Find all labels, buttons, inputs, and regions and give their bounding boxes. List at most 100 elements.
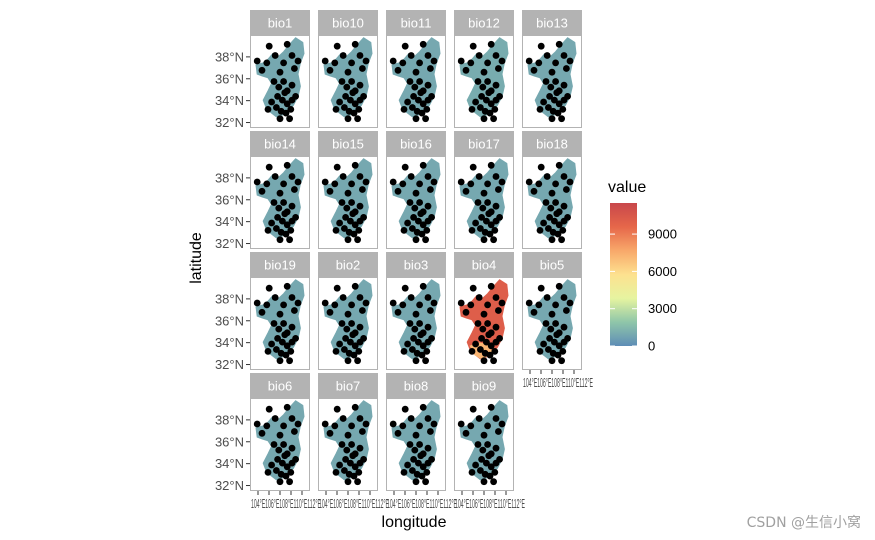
sample-point	[411, 204, 419, 212]
sample-point	[348, 59, 355, 67]
sample-point	[326, 429, 334, 437]
sample-point	[422, 478, 429, 486]
sample-point	[288, 294, 296, 301]
facet-bio17: bio17	[454, 131, 514, 249]
legend-label: 6000	[648, 264, 677, 279]
sample-point	[419, 40, 427, 48]
sample-point	[462, 187, 470, 195]
sample-point	[457, 57, 465, 65]
sample-point	[356, 202, 364, 210]
sample-point	[354, 236, 361, 244]
sample-point	[467, 180, 475, 188]
sample-point	[362, 299, 370, 307]
sample-point	[554, 109, 562, 117]
sample-point	[294, 178, 302, 186]
sample-point	[279, 459, 286, 467]
sample-point	[268, 219, 275, 227]
sample-point	[411, 446, 419, 454]
sample-point	[547, 83, 555, 91]
sample-point	[484, 301, 491, 309]
sample-point	[411, 325, 419, 333]
sample-point	[406, 441, 414, 448]
sample-point	[336, 219, 343, 227]
sample-point	[351, 40, 359, 48]
sample-point	[484, 180, 491, 188]
sample-point	[480, 236, 488, 244]
sample-point	[275, 83, 283, 91]
facet-strip-label: bio6	[268, 379, 293, 394]
sample-point	[418, 230, 426, 238]
sample-point	[348, 422, 355, 430]
sample-point	[410, 93, 417, 100]
sample-point	[326, 308, 334, 316]
sample-point	[480, 310, 488, 318]
sample-point	[356, 294, 364, 301]
legend-label: 9000	[648, 227, 677, 242]
sample-point	[487, 403, 495, 411]
y-tick-label: 32°N	[215, 115, 244, 130]
sample-point	[359, 186, 366, 193]
sample-point	[347, 459, 354, 467]
sample-point	[491, 469, 499, 476]
sample-point	[341, 104, 348, 111]
sample-point	[356, 173, 364, 180]
sample-point	[350, 230, 358, 238]
sample-point	[457, 299, 465, 307]
sample-point	[282, 109, 290, 117]
sample-point	[344, 68, 352, 76]
sample-point	[462, 429, 470, 437]
sample-point	[281, 210, 289, 218]
sample-point	[326, 66, 334, 74]
sample-point	[457, 178, 465, 186]
sample-point	[394, 429, 402, 437]
sample-point	[336, 98, 343, 106]
sample-point	[417, 89, 425, 97]
sample-point	[559, 227, 567, 234]
sample-point	[479, 83, 487, 91]
sample-point	[263, 422, 271, 430]
sample-point	[409, 225, 416, 232]
sample-point	[552, 199, 559, 206]
sample-point	[409, 346, 416, 353]
sample-point	[288, 202, 296, 210]
sample-point	[415, 459, 422, 467]
sample-point	[548, 357, 556, 365]
sample-point	[419, 282, 427, 290]
sample-point	[492, 52, 500, 59]
y-tick-label: 38°N	[215, 170, 244, 185]
sample-point	[492, 217, 500, 225]
sample-point	[480, 189, 488, 197]
sample-point	[288, 173, 296, 180]
sample-point	[537, 284, 545, 292]
sample-point	[551, 217, 558, 225]
sample-point	[492, 415, 500, 422]
sample-point	[400, 348, 408, 355]
sample-point	[485, 331, 493, 339]
sample-point	[412, 478, 420, 486]
sample-point	[412, 310, 420, 318]
sample-point	[409, 467, 416, 474]
facet-strip-label: bio13	[536, 16, 568, 31]
sample-point	[536, 106, 544, 113]
sample-point	[542, 78, 550, 85]
sample-point	[282, 230, 290, 238]
sample-point	[469, 42, 477, 50]
sample-point	[553, 210, 561, 218]
sample-point	[411, 83, 419, 91]
facet-strip	[318, 131, 378, 156]
sample-point	[478, 456, 485, 463]
sample-point	[419, 342, 427, 350]
sample-point	[294, 420, 302, 428]
sample-point	[462, 308, 470, 316]
sample-point	[348, 301, 355, 309]
y-tick-label: 38°N	[215, 291, 244, 306]
sample-point	[279, 96, 286, 104]
sample-point	[343, 446, 351, 454]
sample-point	[560, 217, 568, 225]
sample-point	[339, 173, 347, 180]
sample-point	[354, 478, 361, 486]
sample-point	[349, 331, 357, 339]
sample-point	[424, 217, 432, 225]
sample-point	[486, 109, 494, 117]
facet-strip	[318, 252, 378, 277]
